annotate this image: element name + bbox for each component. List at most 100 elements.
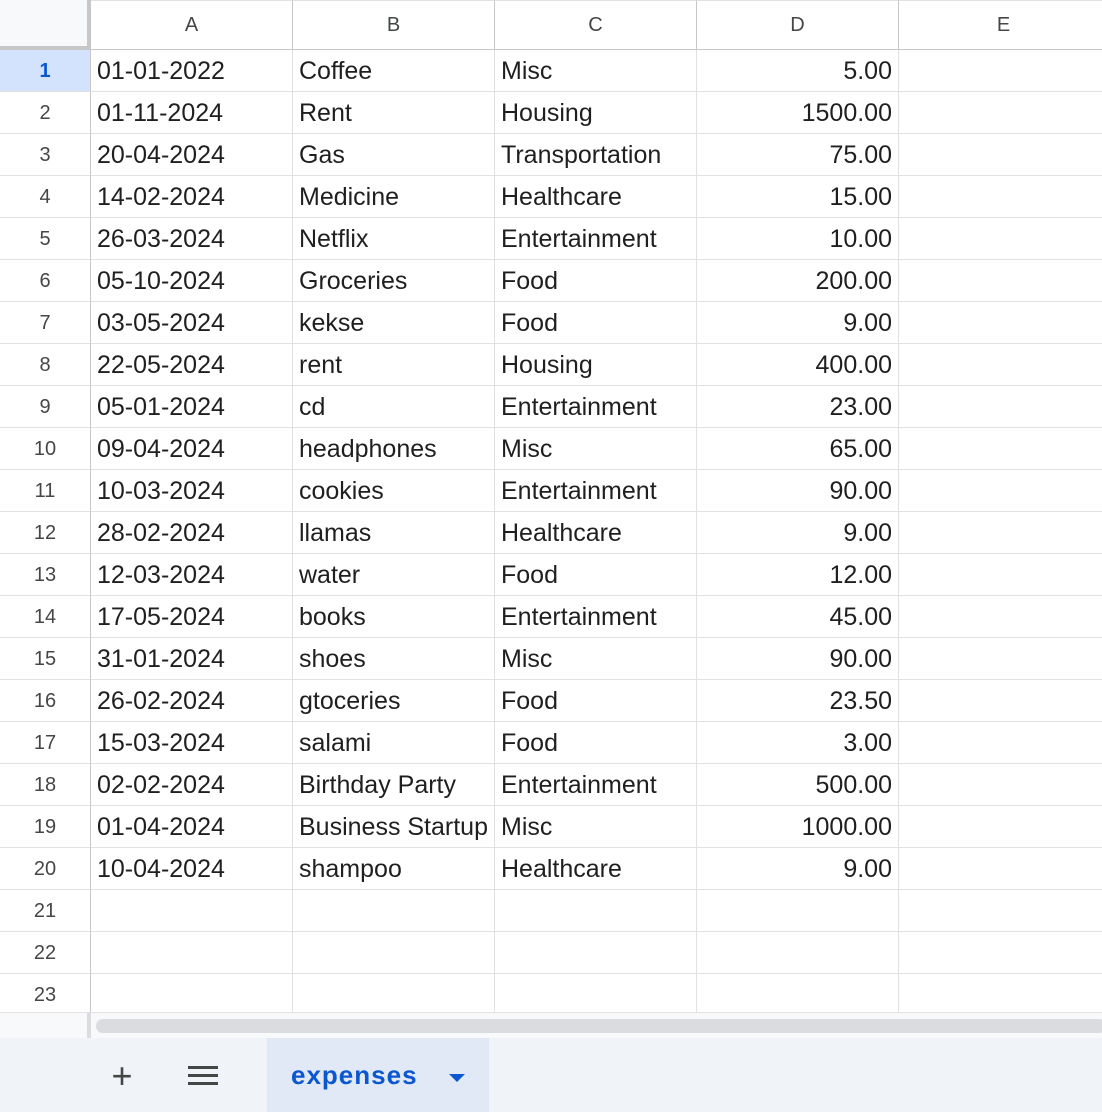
cell-e6[interactable] <box>899 260 1102 302</box>
cell-c1[interactable]: Misc <box>495 50 697 92</box>
row-header[interactable]: 1 <box>0 50 91 92</box>
cell-a7[interactable]: 03-05-2024 <box>91 302 293 344</box>
cell-a15[interactable]: 31-01-2024 <box>91 638 293 680</box>
cell-a10[interactable]: 09-04-2024 <box>91 428 293 470</box>
cell-d13[interactable]: 12.00 <box>697 554 899 596</box>
cell-b17[interactable]: salami <box>293 722 495 764</box>
column-header-e[interactable]: E <box>899 0 1102 50</box>
cell-b9[interactable]: cd <box>293 386 495 428</box>
cell-e1[interactable] <box>899 50 1102 92</box>
row-header[interactable]: 21 <box>0 890 91 932</box>
cell-a16[interactable]: 26-02-2024 <box>91 680 293 722</box>
cell-c7[interactable]: Food <box>495 302 697 344</box>
cell-c15[interactable]: Misc <box>495 638 697 680</box>
cell-d15[interactable]: 90.00 <box>697 638 899 680</box>
row-header[interactable]: 18 <box>0 764 91 806</box>
cell-a4[interactable]: 14-02-2024 <box>91 176 293 218</box>
cell-c4[interactable]: Healthcare <box>495 176 697 218</box>
cell-c23[interactable] <box>495 974 697 1016</box>
row-header[interactable]: 14 <box>0 596 91 638</box>
cell-b5[interactable]: Netflix <box>293 218 495 260</box>
column-header-a[interactable]: A <box>91 0 293 50</box>
cell-c11[interactable]: Entertainment <box>495 470 697 512</box>
cell-d3[interactable]: 75.00 <box>697 134 899 176</box>
column-header-c[interactable]: C <box>495 0 697 50</box>
add-sheet-button[interactable]: + <box>111 1055 133 1096</box>
row-header[interactable]: 4 <box>0 176 91 218</box>
cell-d7[interactable]: 9.00 <box>697 302 899 344</box>
cell-a6[interactable]: 05-10-2024 <box>91 260 293 302</box>
column-header-d[interactable]: D <box>697 0 899 50</box>
cell-c3[interactable]: Transportation <box>495 134 697 176</box>
cell-c13[interactable]: Food <box>495 554 697 596</box>
cell-b7[interactable]: kekse <box>293 302 495 344</box>
cell-a2[interactable]: 01-11-2024 <box>91 92 293 134</box>
cell-e11[interactable] <box>899 470 1102 512</box>
cell-b15[interactable]: shoes <box>293 638 495 680</box>
cell-e3[interactable] <box>899 134 1102 176</box>
row-header[interactable]: 2 <box>0 92 91 134</box>
cell-e7[interactable] <box>899 302 1102 344</box>
row-header[interactable]: 23 <box>0 974 91 1016</box>
cell-e21[interactable] <box>899 890 1102 932</box>
select-all-corner[interactable] <box>0 0 91 50</box>
row-header[interactable]: 11 <box>0 470 91 512</box>
cell-d1[interactable]: 5.00 <box>697 50 899 92</box>
cell-c17[interactable]: Food <box>495 722 697 764</box>
cell-e13[interactable] <box>899 554 1102 596</box>
row-header[interactable]: 12 <box>0 512 91 554</box>
sheet-tab-expenses[interactable]: expenses <box>267 1038 489 1112</box>
cell-a17[interactable]: 15-03-2024 <box>91 722 293 764</box>
cell-c14[interactable]: Entertainment <box>495 596 697 638</box>
cell-d16[interactable]: 23.50 <box>697 680 899 722</box>
cell-c12[interactable]: Healthcare <box>495 512 697 554</box>
cell-b12[interactable]: llamas <box>293 512 495 554</box>
row-header[interactable]: 10 <box>0 428 91 470</box>
cell-a3[interactable]: 20-04-2024 <box>91 134 293 176</box>
cell-d11[interactable]: 90.00 <box>697 470 899 512</box>
cell-c6[interactable]: Food <box>495 260 697 302</box>
cell-e12[interactable] <box>899 512 1102 554</box>
row-header[interactable]: 16 <box>0 680 91 722</box>
cell-c19[interactable]: Misc <box>495 806 697 848</box>
cell-d14[interactable]: 45.00 <box>697 596 899 638</box>
cell-e14[interactable] <box>899 596 1102 638</box>
row-header[interactable]: 22 <box>0 932 91 974</box>
cell-c21[interactable] <box>495 890 697 932</box>
cell-e8[interactable] <box>899 344 1102 386</box>
cell-d23[interactable] <box>697 974 899 1016</box>
cell-d20[interactable]: 9.00 <box>697 848 899 890</box>
cell-a19[interactable]: 01-04-2024 <box>91 806 293 848</box>
cell-d17[interactable]: 3.00 <box>697 722 899 764</box>
row-header[interactable]: 3 <box>0 134 91 176</box>
cell-a18[interactable]: 02-02-2024 <box>91 764 293 806</box>
cell-b8[interactable]: rent <box>293 344 495 386</box>
cell-a23[interactable] <box>91 974 293 1016</box>
cell-e18[interactable] <box>899 764 1102 806</box>
cell-c8[interactable]: Housing <box>495 344 697 386</box>
cell-e15[interactable] <box>899 638 1102 680</box>
cell-a8[interactable]: 22-05-2024 <box>91 344 293 386</box>
row-header[interactable]: 20 <box>0 848 91 890</box>
cell-d18[interactable]: 500.00 <box>697 764 899 806</box>
cell-b13[interactable]: water <box>293 554 495 596</box>
cell-a21[interactable] <box>91 890 293 932</box>
cell-b11[interactable]: cookies <box>293 470 495 512</box>
cell-a22[interactable] <box>91 932 293 974</box>
cell-b23[interactable] <box>293 974 495 1016</box>
cell-d4[interactable]: 15.00 <box>697 176 899 218</box>
cell-e19[interactable] <box>899 806 1102 848</box>
cell-d22[interactable] <box>697 932 899 974</box>
cell-d9[interactable]: 23.00 <box>697 386 899 428</box>
cell-d2[interactable]: 1500.00 <box>697 92 899 134</box>
all-sheets-menu-icon[interactable] <box>182 1054 226 1098</box>
cell-c10[interactable]: Misc <box>495 428 697 470</box>
cell-b14[interactable]: books <box>293 596 495 638</box>
cell-e22[interactable] <box>899 932 1102 974</box>
cell-e16[interactable] <box>899 680 1102 722</box>
cell-b18[interactable]: Birthday Party <box>293 764 495 806</box>
cell-d6[interactable]: 200.00 <box>697 260 899 302</box>
cell-e5[interactable] <box>899 218 1102 260</box>
column-header-b[interactable]: B <box>293 0 495 50</box>
cell-b16[interactable]: gtoceries <box>293 680 495 722</box>
